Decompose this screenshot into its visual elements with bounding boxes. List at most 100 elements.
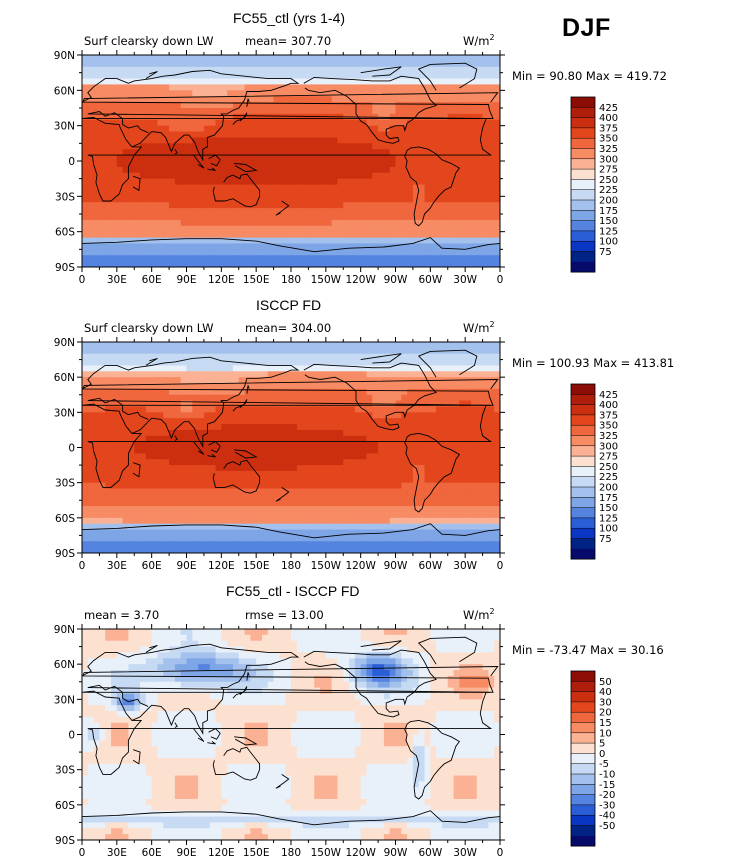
field-cell (291, 72, 298, 80)
field-cell (325, 172, 333, 180)
field-cell (401, 55, 408, 62)
field-cell (407, 400, 414, 408)
field-cell (494, 447, 500, 454)
field-cell (447, 359, 455, 367)
field-cell (476, 517, 484, 525)
field-cell (128, 172, 135, 180)
field-cell (192, 119, 199, 127)
field-cell (349, 388, 356, 396)
field-cell (378, 102, 385, 109)
field-cell (308, 90, 315, 97)
field-cell (273, 166, 280, 174)
field-cell (407, 143, 414, 150)
field-cell (279, 500, 286, 507)
field-cell (308, 482, 315, 490)
field-cell (116, 172, 124, 180)
field-cell (134, 500, 141, 507)
field-cell (93, 365, 101, 372)
field-cell (436, 96, 443, 103)
field-cell (134, 342, 141, 349)
colorbar-frame (570, 96, 596, 273)
field-cell (192, 517, 199, 525)
field-cell (134, 178, 141, 186)
field-cell (430, 388, 437, 396)
field-cell (436, 429, 443, 437)
field-cell (279, 465, 286, 472)
field-cell (354, 377, 362, 384)
field-cell (412, 102, 420, 109)
field-cell (99, 447, 106, 454)
field-cell (157, 125, 164, 133)
field-cell (459, 72, 466, 80)
field-cell (494, 60, 500, 68)
field-cell (389, 365, 397, 372)
field-cell (360, 476, 368, 484)
field-cell (325, 243, 333, 250)
field-cell (140, 488, 147, 495)
field-cell (441, 353, 449, 361)
field-cell (412, 412, 420, 419)
field-cell (116, 90, 124, 97)
field-cell (169, 72, 176, 80)
field-cell (441, 470, 449, 478)
field-cell (349, 453, 356, 460)
field-cell (279, 388, 286, 396)
field-cell (331, 166, 339, 174)
field-cell (343, 347, 350, 355)
field-cell (320, 172, 327, 180)
field-cell (279, 237, 286, 245)
field-cell (232, 249, 240, 256)
field-cell (238, 371, 246, 378)
field-cell (418, 78, 426, 86)
field-cell (128, 219, 135, 227)
field-cell (389, 255, 397, 262)
field-cell (198, 125, 205, 133)
field-cell (372, 470, 379, 478)
field-cell (134, 255, 141, 262)
field-cell (232, 72, 240, 80)
field-cell (302, 453, 310, 460)
field-cell (93, 424, 101, 431)
field-cell (395, 231, 402, 239)
field-cell (93, 347, 101, 355)
field-cell (116, 506, 124, 513)
field-cell (82, 166, 89, 174)
field-cell (465, 219, 472, 227)
field-cell (151, 476, 159, 484)
field-cell (401, 208, 408, 215)
field-cell (366, 249, 373, 256)
units-superscript: 2 (489, 33, 494, 42)
field-cell (424, 225, 431, 233)
field-cell (105, 465, 112, 472)
field-cell (424, 459, 431, 466)
field-cell (488, 113, 495, 121)
field-cell (215, 225, 222, 233)
colorbar-box (571, 251, 595, 263)
field-cell (372, 429, 379, 437)
field-cell (267, 482, 275, 490)
field-cell (93, 511, 101, 519)
field-cell (134, 249, 141, 256)
field-cell (163, 465, 170, 472)
field-cell (441, 243, 449, 250)
field-cell (261, 202, 269, 209)
field-cell (296, 96, 304, 103)
field-cell (209, 202, 217, 209)
field-cell (331, 377, 339, 384)
field-cell (238, 214, 246, 221)
field-cell (325, 383, 333, 390)
field-cell (494, 353, 500, 361)
field-cell (261, 249, 269, 256)
field-cell (267, 149, 275, 156)
field-cell (93, 202, 101, 209)
field-cell (401, 249, 408, 256)
field-cell (378, 261, 385, 267)
field-cell (424, 66, 431, 74)
field-cell (273, 511, 280, 519)
field-cell (366, 517, 373, 525)
field-cell (476, 137, 484, 144)
field-cell (116, 447, 124, 454)
field-cell (314, 418, 321, 425)
field-cell (111, 161, 118, 168)
field-cell (389, 406, 397, 413)
